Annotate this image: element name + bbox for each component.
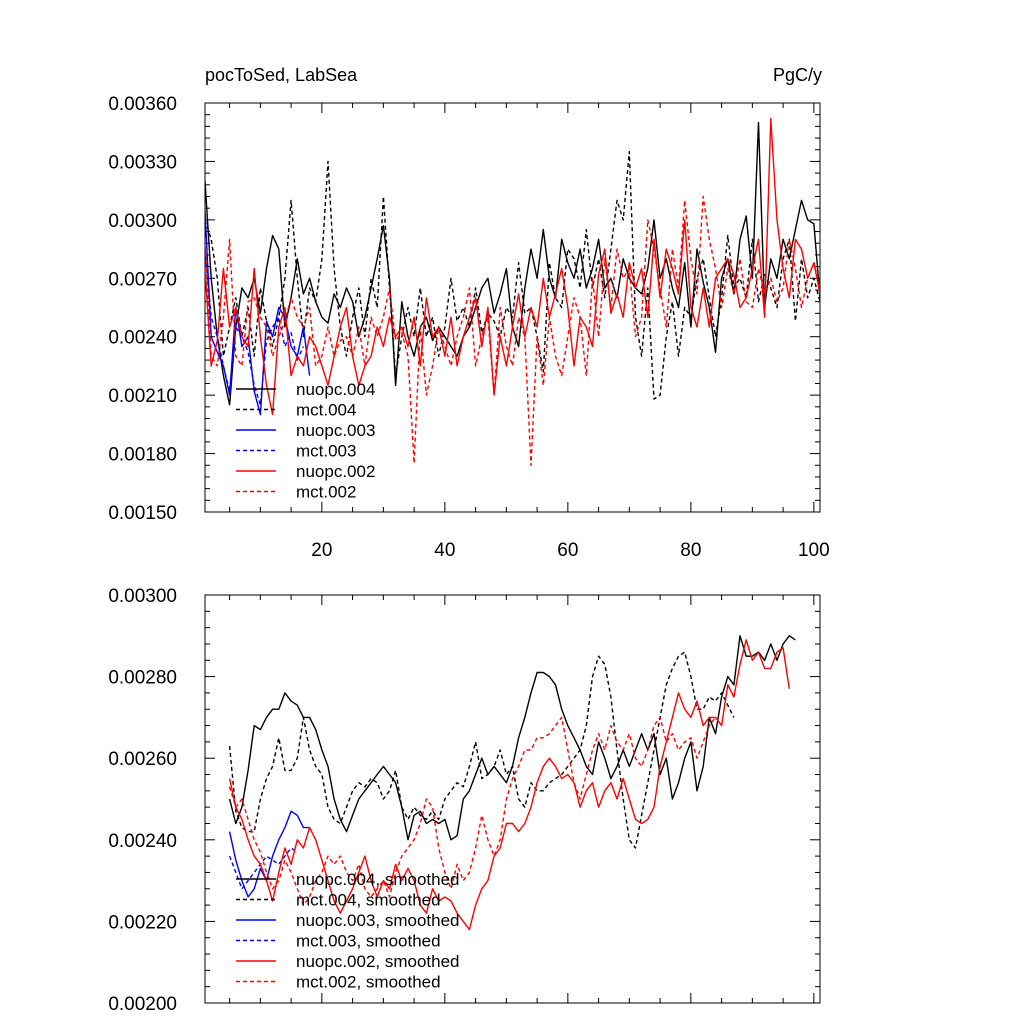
top-ytick-label: 0.00300 bbox=[108, 211, 177, 232]
bottom-ytick-label: 0.00200 bbox=[108, 994, 177, 1015]
top-legend-label: nuopc.002 bbox=[296, 462, 375, 481]
top-legend-label: nuopc.003 bbox=[296, 421, 375, 440]
top-legend-label: mct.004 bbox=[296, 401, 356, 420]
top-plot-frame bbox=[204, 102, 821, 513]
top-series-group bbox=[205, 117, 820, 466]
top-xtick-label: 20 bbox=[311, 540, 332, 561]
bottom-series-mct-003-smoothed bbox=[228, 847, 298, 890]
top-xtick-label: 80 bbox=[680, 540, 701, 561]
top-ytick-label: 0.00330 bbox=[108, 152, 177, 173]
bottom-legend-label: nuopc.002, smoothed bbox=[296, 952, 460, 971]
top-series-mct-004 bbox=[205, 150, 820, 400]
bottom-legend-label: mct.002, smoothed bbox=[296, 973, 441, 992]
bottom-series-nuopc-003-smoothed bbox=[228, 810, 310, 898]
bottom-series-nuopc-002-smoothed bbox=[228, 639, 790, 931]
bottom-legend-label: mct.004, smoothed bbox=[296, 891, 441, 910]
top-ytick-label: 0.00210 bbox=[108, 386, 177, 407]
bottom-series-group bbox=[228, 635, 796, 931]
top-legend-label: mct.003 bbox=[296, 442, 356, 461]
bottom-panel: 0.00200 0.00220 0.00240 0.00260 0.00280 0.003… bbox=[108, 586, 821, 1015]
top-series-mct-003 bbox=[205, 249, 305, 406]
top-xtick-label: 100 bbox=[798, 540, 830, 561]
bottom-legend-label: nuopc.004, smoothed bbox=[296, 870, 460, 889]
bottom-legend-label: nuopc.003, smoothed bbox=[296, 911, 460, 930]
top-ytick-label: 0.00270 bbox=[108, 269, 177, 290]
chart-title: pocToSed, LabSea bbox=[205, 65, 358, 85]
bottom-ytick-label: 0.00240 bbox=[108, 831, 177, 852]
top-xtick-label: 60 bbox=[557, 540, 578, 561]
top-series-nuopc-003 bbox=[205, 210, 311, 416]
top-series-mct-002 bbox=[205, 195, 820, 466]
bottom-legend-label: mct.003, smoothed bbox=[296, 932, 441, 951]
top-legend-label: mct.002 bbox=[296, 483, 356, 502]
top-ytick-label: 0.00150 bbox=[108, 503, 177, 524]
top-ytick-label: 0.00180 bbox=[108, 445, 177, 466]
bottom-ytick-label: 0.00280 bbox=[108, 668, 177, 689]
top-ytick-label: 0.00360 bbox=[108, 94, 177, 115]
units-label: PgC/y bbox=[773, 65, 822, 85]
top-series-nuopc-002 bbox=[205, 117, 820, 416]
bottom-plot-frame bbox=[204, 594, 821, 1004]
top-xtick-label: 40 bbox=[434, 540, 455, 561]
bottom-ytick-label: 0.00260 bbox=[108, 749, 177, 770]
bottom-series-mct-004-smoothed bbox=[228, 651, 735, 849]
bottom-series-mct-002-smoothed bbox=[228, 716, 717, 906]
top-panel: 0.00150 0.00180 0.00210 0.00240 0.00270 0.003… bbox=[108, 94, 829, 561]
bottom-ytick-label: 0.00220 bbox=[108, 912, 177, 933]
bottom-ytick-label: 0.00300 bbox=[108, 586, 177, 607]
top-legend-label: nuopc.004 bbox=[296, 380, 375, 399]
top-ytick-label: 0.00240 bbox=[108, 328, 177, 349]
